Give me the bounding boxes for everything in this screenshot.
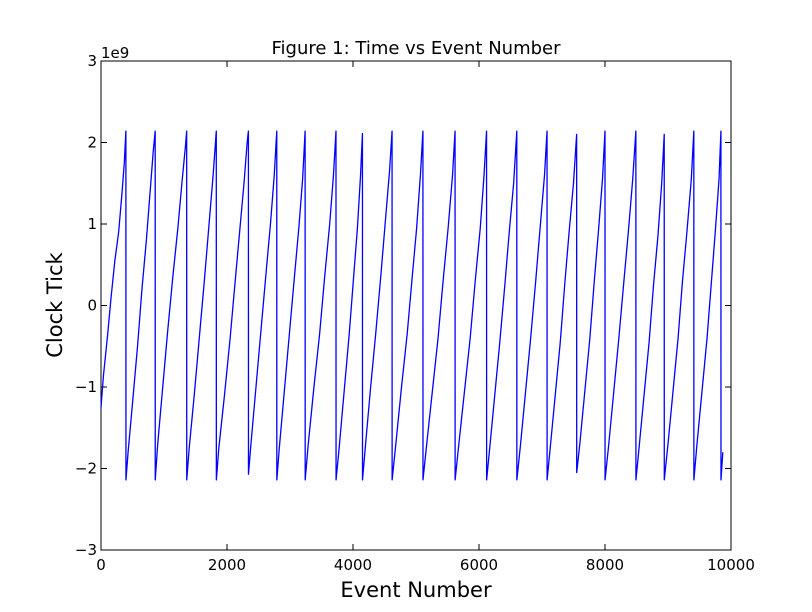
chart-title: Figure 1: Time vs Event Number xyxy=(271,38,561,59)
x-tick-label: 2000 xyxy=(208,556,246,574)
x-tick-label: 0 xyxy=(96,556,106,574)
x-tick-label: 6000 xyxy=(460,556,498,574)
y-axis: −3 −2 −1 0 1 2 3 xyxy=(75,52,731,559)
y-tick-label: 3 xyxy=(87,52,97,70)
y-tick-label: 2 xyxy=(87,134,97,152)
x-tick-label: 4000 xyxy=(334,556,372,574)
y-tick-label: −1 xyxy=(75,378,97,396)
x-axis-title: Event Number xyxy=(340,578,492,602)
y-tick-label: 0 xyxy=(87,297,97,315)
y-offset-label: 1e9 xyxy=(101,44,129,62)
y-tick-label: −3 xyxy=(75,541,97,559)
y-axis-title: Clock Tick xyxy=(43,251,67,357)
series-line xyxy=(100,130,724,481)
x-axis: 0 2000 4000 6000 8000 10000 xyxy=(96,61,755,574)
y-tick-label: −2 xyxy=(75,460,97,478)
x-tick-label: 10000 xyxy=(707,556,755,574)
y-tick-label: 1 xyxy=(87,215,97,233)
x-tick-label: 8000 xyxy=(586,556,624,574)
